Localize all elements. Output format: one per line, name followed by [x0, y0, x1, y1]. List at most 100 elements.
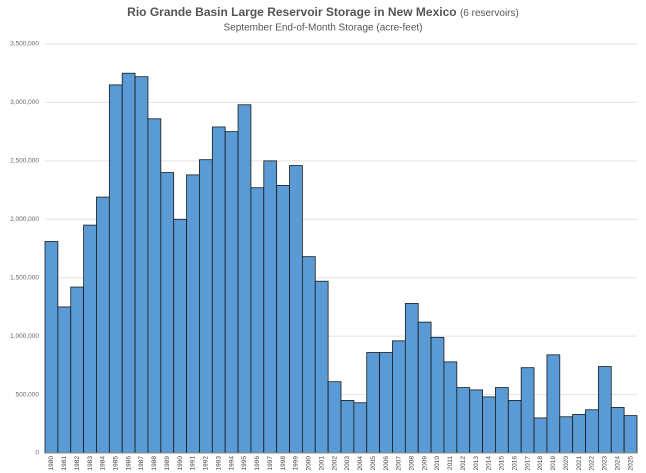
bar [121, 72, 136, 454]
bar [224, 131, 239, 454]
x-tick-label: 1988 [151, 456, 158, 471]
y-tick-label: 2,000,000 [10, 216, 39, 223]
bar [507, 400, 522, 454]
x-tick-label: 2005 [370, 456, 377, 471]
bar [533, 417, 548, 454]
bar [417, 321, 432, 454]
x-tick-label: 1987 [138, 456, 145, 471]
y-tick-label: 2,500,000 [10, 158, 39, 165]
chart-title: Rio Grande Basin Large Reservoir Storage… [127, 5, 519, 19]
bar [134, 76, 149, 454]
x-tick-label: 2022 [589, 456, 596, 471]
bar [585, 409, 599, 454]
x-tick-label: 1992 [203, 456, 210, 471]
x-tick-label: 2020 [563, 456, 570, 471]
bar [456, 387, 471, 454]
x-tick-label: 1993 [215, 456, 222, 471]
bar [301, 256, 316, 454]
x-tick-label: 1994 [228, 456, 235, 471]
x-tick-label: 1998 [280, 456, 287, 471]
bar [482, 396, 496, 454]
bar [199, 159, 213, 454]
x-tick-label: 2015 [499, 456, 506, 471]
bar [559, 416, 574, 454]
x-tick-label: 1997 [267, 456, 274, 471]
bar [108, 84, 123, 454]
bar [572, 414, 586, 454]
bar [96, 196, 110, 454]
bar [597, 366, 612, 454]
x-tick-label: 2002 [331, 456, 338, 471]
x-tick-label: 2011 [447, 456, 454, 470]
bar [443, 361, 458, 454]
y-tick-label: 3,000,000 [10, 99, 39, 106]
bar [147, 118, 162, 454]
x-tick-label: 2010 [434, 456, 441, 471]
x-tick-label: 1990 [177, 456, 184, 471]
bar [610, 407, 625, 454]
bar [276, 184, 290, 454]
bar [70, 286, 85, 454]
bar [379, 352, 393, 454]
bar [250, 187, 265, 454]
x-tick-label: 1982 [74, 456, 81, 471]
bar [186, 174, 200, 454]
x-tick-label: 2001 [318, 456, 325, 471]
bar [623, 415, 638, 454]
bar [546, 354, 561, 454]
y-tick-label: 500,000 [16, 391, 40, 398]
bar [327, 381, 342, 454]
bar [353, 402, 368, 454]
x-tick-label: 1981 [61, 456, 68, 471]
title-main: Rio Grande Basin Large Reservoir Storage… [127, 5, 456, 19]
bar [160, 172, 175, 454]
y-tick-label: 1,500,000 [10, 274, 39, 281]
x-tick-label: 1983 [87, 456, 94, 471]
x-tick-label: 2013 [473, 456, 480, 471]
y-tick-label: 1,000,000 [10, 333, 39, 340]
x-tick-label: 2004 [357, 456, 364, 471]
bar [44, 241, 59, 454]
x-tick-label: 2006 [383, 456, 390, 471]
bar [430, 336, 445, 454]
x-tick-label: 1984 [100, 456, 107, 471]
bar [520, 367, 535, 454]
x-tick-label: 2014 [486, 456, 493, 471]
x-tick-label: 2017 [524, 456, 531, 471]
x-tick-label: 1980 [48, 456, 55, 471]
bar [366, 352, 381, 454]
bar [237, 104, 252, 454]
y-tick-label: 0 [35, 450, 39, 457]
bar [57, 306, 72, 454]
x-tick-label: 2018 [537, 456, 544, 471]
x-tick-label: 1985 [113, 456, 120, 471]
x-tick-label: 2025 [627, 456, 634, 471]
x-tick-label: 2012 [460, 456, 467, 471]
bar [263, 160, 278, 454]
bar [173, 218, 187, 454]
bar [404, 303, 419, 454]
x-tick-label: 1989 [164, 456, 171, 471]
bar [289, 165, 303, 454]
bar [392, 340, 406, 454]
x-tick-label: 2021 [576, 456, 583, 471]
x-tick-label: 2003 [344, 456, 351, 471]
x-tick-label: 2016 [511, 456, 518, 471]
bar [83, 224, 97, 454]
x-tick-label: 1996 [254, 456, 261, 471]
x-tick-label: 1986 [125, 456, 132, 471]
x-tick-label: 2007 [396, 456, 403, 471]
bar [211, 126, 226, 454]
chart-subtitle: September End-of-Month Storage (acre-fee… [224, 23, 423, 34]
bar [314, 280, 329, 454]
y-tick-label: 3,500,000 [10, 41, 39, 48]
x-tick-label: 2009 [421, 456, 428, 471]
bar [495, 387, 509, 454]
x-tick-label: 1995 [241, 456, 248, 471]
x-tick-label: 2024 [614, 456, 621, 471]
x-tick-label: 1991 [190, 456, 197, 471]
x-tick-label: 2019 [550, 456, 557, 471]
x-tick-label: 2023 [602, 456, 609, 471]
title-note: (6 reservoirs) [460, 8, 519, 19]
